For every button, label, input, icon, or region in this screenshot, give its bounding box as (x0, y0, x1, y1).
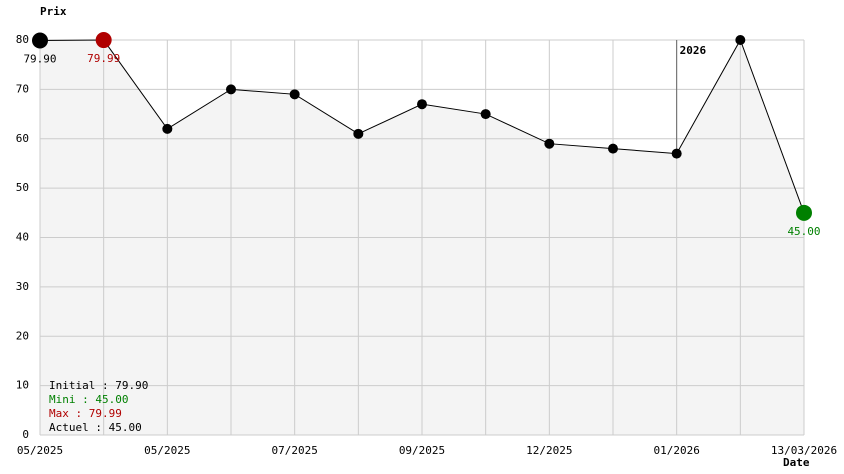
data-point (289, 89, 300, 100)
data-point (162, 123, 173, 134)
data-point (480, 109, 491, 120)
annotation: 2026 (680, 44, 707, 57)
y-tick-label: 40 (16, 231, 29, 244)
x-tick-label: 12/2025 (526, 444, 572, 457)
stat: Actuel : 45.00 (49, 421, 142, 434)
y-tick-label: 60 (16, 132, 29, 145)
data-point (32, 32, 48, 49)
y-tick-label: 20 (16, 329, 29, 342)
stat: Initial : 79.90 (49, 379, 148, 392)
y-tick-label: 70 (16, 82, 29, 95)
y-tick-label: 0 (22, 428, 29, 441)
data-point (735, 35, 746, 45)
y-tick-label: 10 (16, 379, 29, 392)
x-tick-label: 09/2025 (399, 444, 445, 457)
data-label: 45.00 (787, 225, 820, 238)
data-point (353, 128, 364, 139)
x-tick-label: 05/2025 (17, 444, 63, 457)
y-axis-label: Prix (40, 5, 67, 18)
x-axis-label: Date (783, 456, 810, 469)
stat: Max : 79.99 (49, 407, 122, 420)
x-tick-label: 01/2026 (653, 444, 699, 457)
stat: Mini : 45.00 (49, 393, 128, 406)
y-tick-label: 80 (16, 33, 29, 46)
y-tick-label: 30 (16, 280, 29, 293)
y-tick-label: 50 (16, 181, 29, 194)
data-point (796, 204, 812, 221)
data-label: 79.90 (23, 52, 56, 65)
data-point (95, 32, 112, 49)
data-point (226, 84, 236, 95)
data-point (417, 99, 427, 110)
data-point (608, 143, 618, 154)
data-point (671, 148, 682, 159)
data-label: 79.99 (87, 52, 120, 65)
data-point (544, 138, 555, 149)
x-tick-label: 05/2025 (144, 444, 190, 457)
x-tick-label: 07/2025 (271, 444, 317, 457)
x-tick-label: 13/03/2026 (771, 444, 837, 457)
